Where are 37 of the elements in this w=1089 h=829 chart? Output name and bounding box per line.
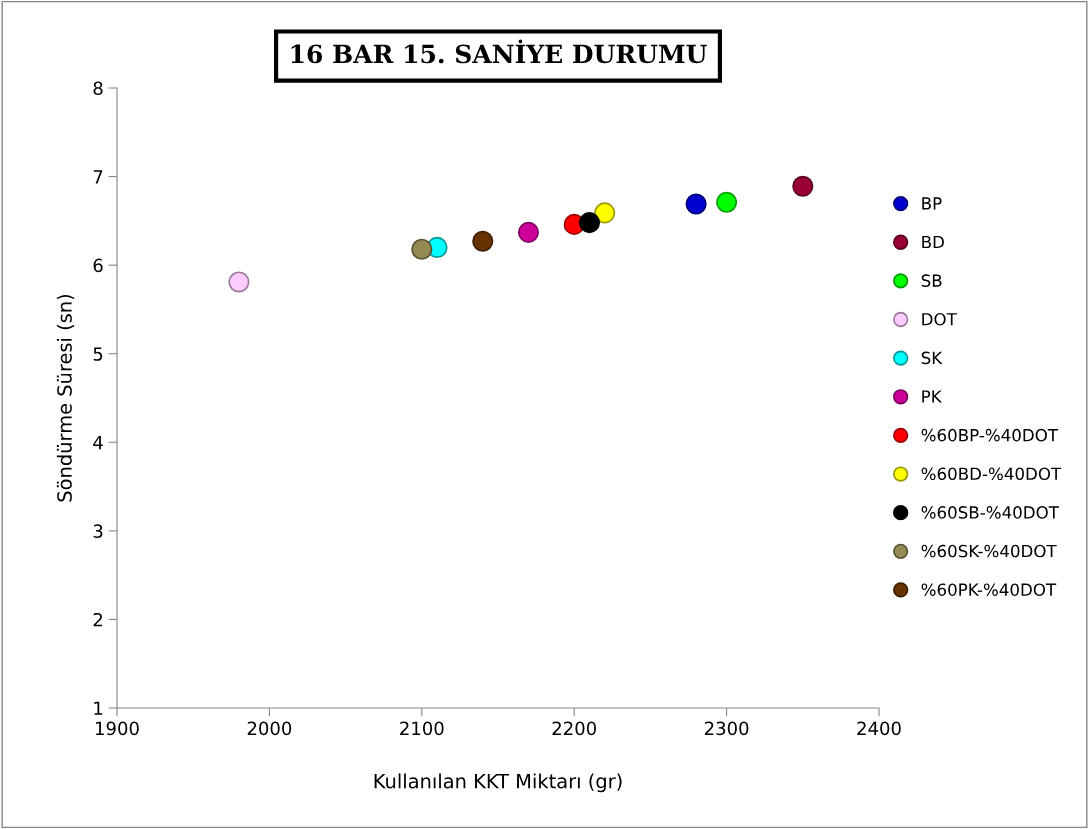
y-tick-label: 2 (93, 612, 102, 627)
y-tick-label: 8 (93, 81, 103, 96)
point (594, 202, 616, 224)
legend-label: %60BD-%40DOT (921, 467, 1062, 481)
y-tick-label: 3 (93, 524, 103, 538)
y-tick-label: 6 (93, 258, 103, 273)
point (792, 175, 814, 197)
x-tick-label: 2000 (247, 721, 292, 736)
legend-label: SB (921, 274, 942, 287)
legend-label: PK (922, 390, 942, 403)
y-tick-label: 4 (93, 435, 103, 450)
legend-label: %60BP-%40DOT (921, 428, 1059, 442)
legend-label: SK (921, 351, 943, 365)
point (517, 221, 540, 243)
y-axis-title: Söndürme Süresi (sn) (56, 294, 75, 502)
legend-label: %60PK-%40DOT (921, 583, 1057, 596)
x-tick-label: 1900 (96, 721, 139, 736)
point (472, 230, 494, 252)
y-tick-label: 1 (94, 701, 103, 715)
point (411, 238, 433, 260)
point (578, 212, 600, 234)
legend-label: %60SB-%40DOT (921, 506, 1059, 519)
legend-label: %60SK-%40DOT (921, 544, 1057, 558)
y-tick-label: 5 (93, 347, 103, 361)
point (228, 271, 250, 293)
x-tick-label: 2100 (400, 721, 444, 736)
chart-title: 16 BAR 15. SANİYE DURUMU (291, 39, 707, 64)
point (716, 191, 738, 213)
y-tick-label: 7 (93, 170, 103, 184)
x-axis-title: Kullanılan KKT Miktarı (gr) (374, 773, 622, 793)
x-tick-label: 2200 (552, 721, 596, 736)
legend-label: BD (922, 235, 944, 249)
legend-label: BP (922, 197, 942, 210)
x-tick-label: 2300 (704, 721, 749, 736)
x-tick-label: 2400 (857, 721, 901, 736)
legend-label: DOT (922, 312, 957, 326)
point (685, 193, 707, 215)
